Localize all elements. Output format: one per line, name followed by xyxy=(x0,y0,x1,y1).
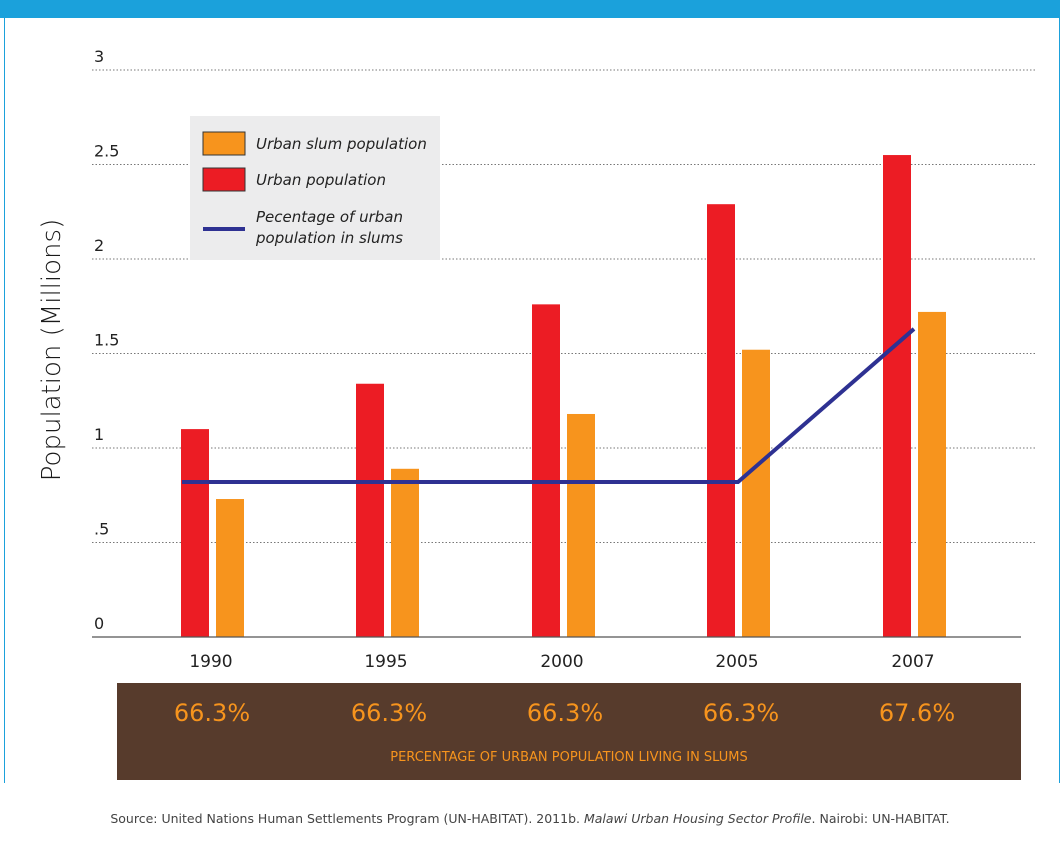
chart-canvas: 0.511.522.53 Population (Millions) 1990 1… xyxy=(37,47,1036,672)
source-prefix: Source: United Nations Human Settlements… xyxy=(110,811,584,826)
bar-urban-slum-population xyxy=(216,499,244,637)
legend-swatch-slum xyxy=(202,131,246,156)
percentage-2005: 66.3% xyxy=(702,699,780,727)
y-tick-label: 1 xyxy=(94,425,104,444)
source-suffix: . Nairobi: UN-HABITAT. xyxy=(811,811,950,826)
x-tick-labels: 1990 1995 2000 2005 2007 xyxy=(189,652,934,672)
source-title: Malawi Urban Housing Sector Profile xyxy=(583,811,812,826)
bar-urban-slum-population xyxy=(742,349,770,637)
x-tick-label: 1990 xyxy=(189,652,232,672)
y-tick-label: 1.5 xyxy=(94,331,119,350)
percentage-1990: 66.3% xyxy=(173,699,251,727)
y-tick-label: 2 xyxy=(94,236,104,255)
top-accent-bar xyxy=(0,0,1060,18)
y-tick-label: 2.5 xyxy=(94,142,119,161)
y-axis-label: Population (Millions) xyxy=(37,219,67,481)
bar-urban-population xyxy=(883,155,911,638)
bar-urban-population xyxy=(532,304,560,637)
x-tick-label: 2007 xyxy=(891,652,934,672)
y-tick-label: 3 xyxy=(94,47,104,66)
bar-urban-population xyxy=(707,204,735,637)
x-tick-label: 2000 xyxy=(540,652,583,672)
bar-urban-slum-population xyxy=(567,413,595,637)
legend-label-line-1: Pecentage of urban xyxy=(256,208,403,226)
bar-urban-slum-population xyxy=(391,468,419,637)
percentage-2000: 66.3% xyxy=(526,699,604,727)
legend-label-urban: Urban population xyxy=(256,171,386,189)
percentage-caption: PERCENTAGE OF URBAN POPULATION LIVING IN… xyxy=(390,750,748,765)
bar-urban-population xyxy=(356,383,384,637)
y-tick-label: .5 xyxy=(94,520,109,539)
percentage-banner: 66.3% 66.3% 66.3% 66.3% 67.6% PERCENTAGE… xyxy=(117,683,1021,780)
percentage-1995: 66.3% xyxy=(350,699,428,727)
legend: Urban slum population Urban population P… xyxy=(190,116,440,260)
series-line-percentage xyxy=(182,327,916,485)
y-tick-label: 0 xyxy=(94,614,104,633)
bar-urban-slum-population xyxy=(918,311,946,637)
legend-label-line-2: population in slums xyxy=(255,229,403,247)
legend-label-slum: Urban slum population xyxy=(256,135,427,153)
x-tick-label: 2005 xyxy=(715,652,758,672)
left-frame-rule xyxy=(4,18,5,783)
x-tick-label: 1995 xyxy=(364,652,407,672)
bars xyxy=(181,155,946,638)
percentage-2007: 67.6% xyxy=(878,699,956,727)
legend-swatch-urban xyxy=(202,167,246,192)
y-tick-labels: 0 .5 1 1.5 2 2.5 3 xyxy=(94,47,119,633)
bar-urban-population xyxy=(181,429,209,637)
source-citation: Source: United Nations Human Settlements… xyxy=(0,811,1060,826)
